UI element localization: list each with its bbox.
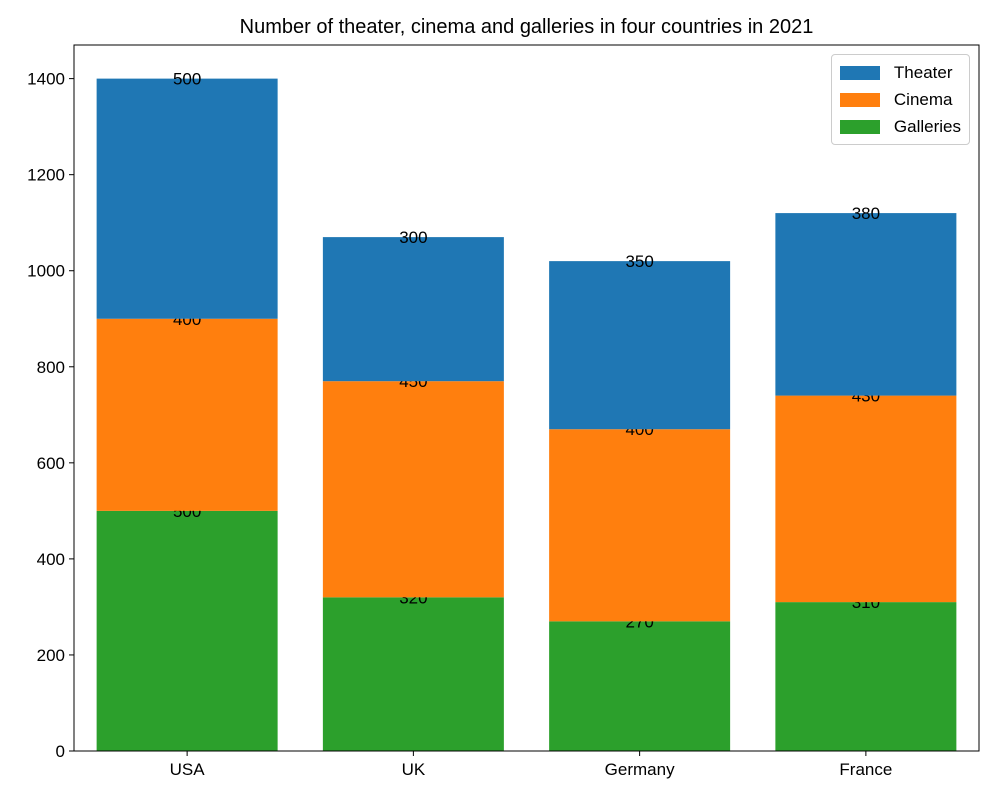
bar-galleries-germany: [549, 621, 731, 751]
bar-theater-usa: [96, 78, 278, 319]
bar-galleries-usa: [96, 510, 278, 751]
bar-galleries-uk: [322, 597, 504, 751]
y-tick-label: 1400: [27, 70, 65, 89]
y-tick-label: 1200: [27, 166, 65, 185]
legend-item-theater: Theater: [839, 59, 961, 86]
data-label-theater-germany: 350: [625, 252, 653, 271]
bar-cinema-uk: [322, 381, 504, 598]
legend-item-cinema: Cinema: [839, 86, 961, 113]
legend-swatch: [839, 65, 880, 80]
bar-galleries-france: [775, 602, 957, 751]
legend-swatch: [839, 92, 880, 107]
bar-theater-germany: [549, 261, 731, 430]
x-tick-label: Germany: [605, 760, 675, 779]
legend-swatch: [839, 119, 880, 134]
bar-theater-uk: [322, 237, 504, 382]
legend-label: Cinema: [893, 89, 953, 109]
legend-label: Theater: [893, 62, 953, 82]
y-tick-label: 600: [37, 454, 65, 473]
chart-title: Number of theater, cinema and galleries …: [239, 16, 814, 38]
data-label-theater-usa: 500: [173, 70, 201, 89]
bar-cinema-germany: [549, 429, 731, 622]
legend-label: Galleries: [893, 116, 961, 136]
legend-item-galleries: Galleries: [839, 113, 961, 140]
data-label-theater-france: 380: [852, 204, 880, 223]
bar-cinema-usa: [96, 318, 278, 511]
x-tick-label: France: [839, 760, 892, 779]
data-label-theater-uk: 300: [399, 228, 427, 247]
bar-theater-france: [775, 213, 957, 396]
y-tick-label: 1000: [27, 262, 65, 281]
y-tick-label: 800: [37, 358, 65, 377]
bar-cinema-france: [775, 395, 957, 603]
legend: Theater Cinema Galleries: [830, 54, 970, 145]
y-tick-label: 0: [56, 742, 65, 761]
axes-frame: [73, 44, 980, 752]
y-tick-label: 400: [37, 550, 65, 569]
x-tick-label: USA: [170, 760, 206, 779]
x-tick-label: UK: [402, 760, 426, 779]
y-tick-label: 200: [37, 646, 65, 665]
